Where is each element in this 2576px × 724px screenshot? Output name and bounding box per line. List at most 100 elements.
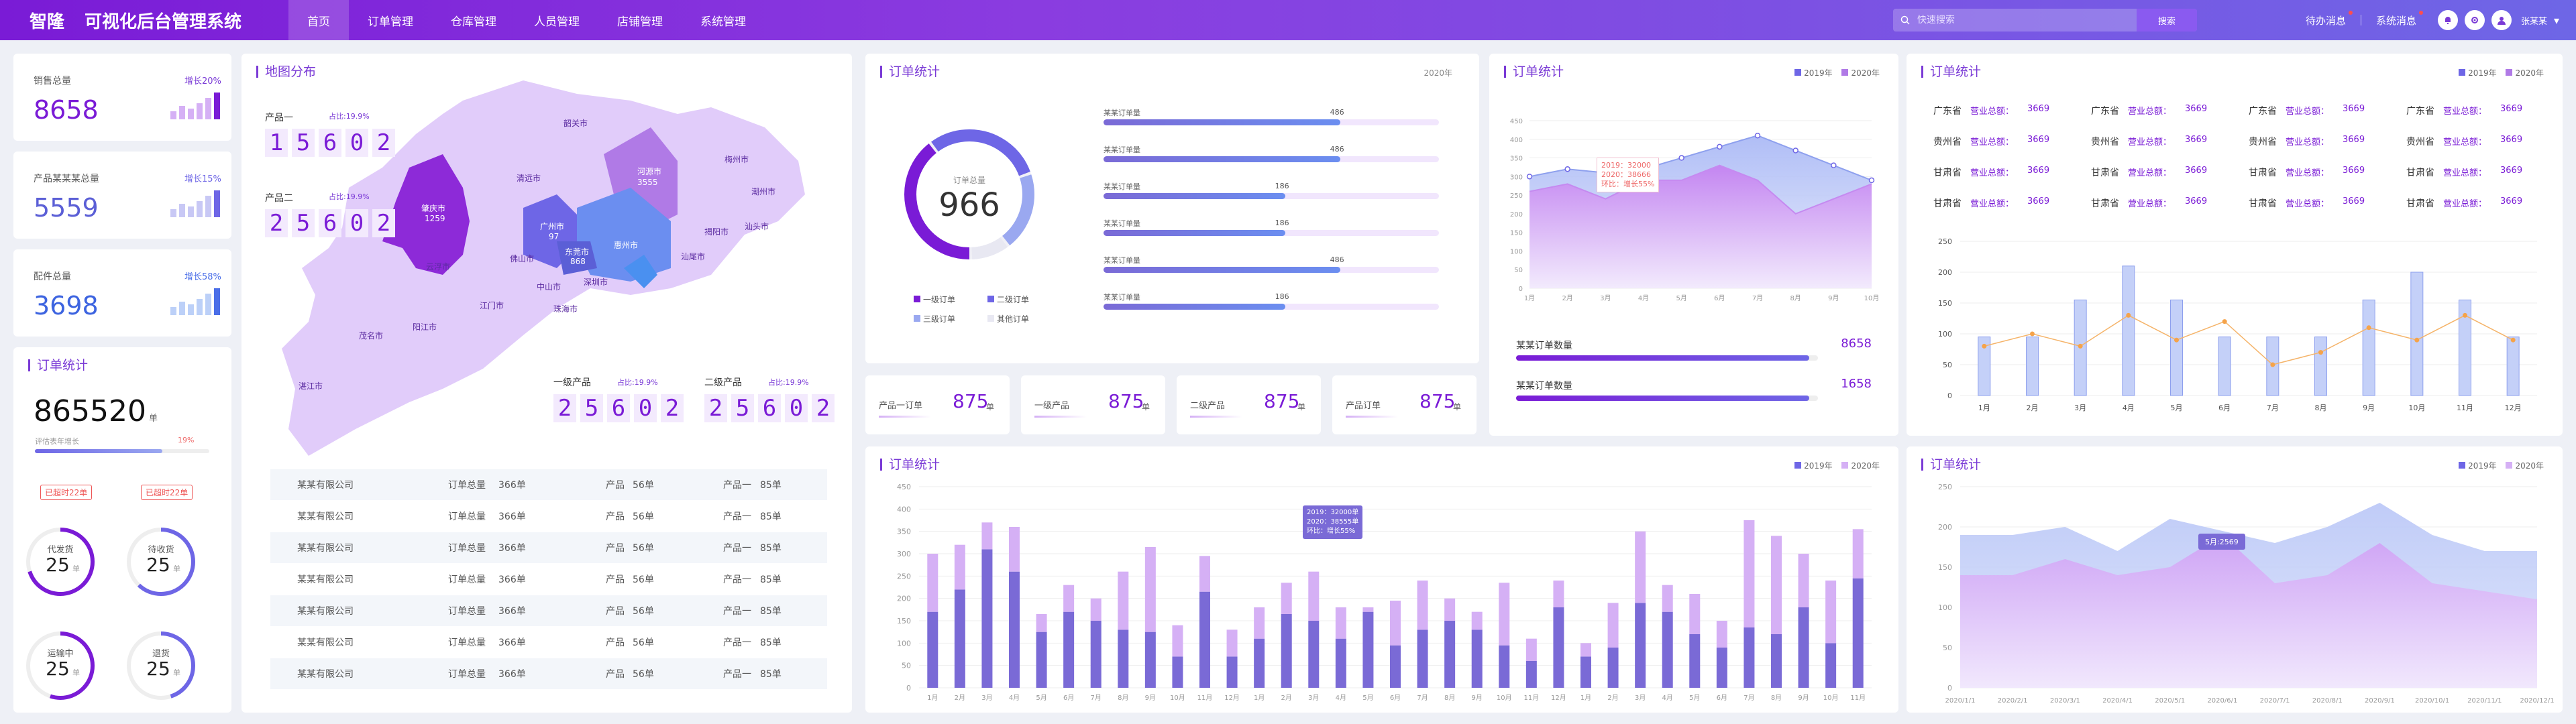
nav-stores[interactable]: 店铺管理 [617,15,663,29]
order-total-value: 865520 [34,394,146,428]
region-huizhou[interactable] [577,188,671,282]
bar-2020 [1118,571,1129,630]
bar-value: 486 [1330,255,1344,264]
nav-home[interactable]: 首页 [288,0,349,40]
region-sales-value: 3669 [2027,104,2050,114]
x-tick: 10月 [1170,694,1185,702]
region-zhaoqing[interactable] [382,154,470,275]
product-card-unit: 单 [1142,402,1150,412]
kpi-value: 5559 [34,193,99,223]
bar-2019 [1335,638,1346,688]
product-value: 56单 [633,511,654,522]
product-two-digits: 2 5 6 0 2 [265,209,395,237]
system-messages[interactable]: 系统消息 [2361,10,2431,27]
x-tick: 5月 [1036,694,1046,702]
x-tick: 6月 [1390,694,1401,702]
region-sales-value: 3669 [2343,135,2365,145]
x-tick: 3月 [1308,694,1319,702]
system-messages-label: 系统消息 [2376,14,2417,27]
legend-swatch [1794,69,1802,76]
product-card-unit: 单 [1453,402,1462,412]
bar-2019 [1063,611,1075,688]
city-value: 3555 [637,178,658,187]
x-tick: 2月 [1562,294,1572,302]
notification-dot [2349,10,2353,15]
avatar[interactable] [2491,10,2512,30]
summary-progress [1516,355,1818,361]
bar-2019 [981,549,993,688]
bar-2019 [1226,656,1238,688]
city-label: 韶关市 [564,118,588,128]
bell-icon[interactable] [2438,10,2458,30]
bar-2020 [1771,536,1782,634]
product-card-value: 875 [1419,390,1456,412]
bar-track [1104,119,1439,125]
x-tick: 9月 [1472,694,1483,702]
x-tick: 2020/9/1 [2365,697,2395,705]
product-one-value: 85单 [760,606,782,617]
nav-orders[interactable]: 订单管理 [368,15,413,29]
city-label: 汕尾市 [681,251,705,261]
region-name: 广东省 [2091,106,2119,117]
user-name[interactable]: 张某某 [2521,16,2548,27]
city-label: 梅州市 [724,154,749,164]
y-tick: 100 [1938,603,1952,612]
order-bars: 某某订单量 486 某某订单量 486 某某订单量 186 某某订单量 186 某某订单量 486… [1104,107,1446,335]
card-underline [1034,416,1087,418]
x-tick: 6月 [2218,404,2231,412]
todo-messages[interactable]: 待办消息 [2291,10,2361,27]
nav-staff[interactable]: 人员管理 [534,15,580,29]
settings-icon[interactable] [2465,10,2485,30]
y-tick: 0 [906,684,911,692]
x-tick: 9月 [2363,404,2375,412]
x-tick: 10月 [1497,694,1512,702]
legend-label: 2019年 [1804,68,1833,78]
ring-unit: 单 [173,564,180,573]
trend-point [2366,325,2371,330]
x-tick: 8月 [1771,694,1782,702]
summary-progress-fill [1516,396,1809,401]
product-two-label: 产品二 [265,193,293,204]
search-button[interactable]: 搜索 [2137,9,2197,32]
chart-legend: 2019年 2020年 [2459,67,2544,78]
region-dongguan[interactable] [557,241,597,275]
bar-2019 [1607,648,1619,688]
bar-chart-panel: 订单统计 2019年 2020年 0 50 100 150 200 250 300 350 40… [865,446,1898,713]
region-name: 甘肃省 [2406,168,2434,178]
chevron-down-icon[interactable]: ▾ [2554,13,2560,27]
order-total-unit: 单 [148,414,158,424]
x-tick: 8月 [1790,294,1801,302]
product-one-label: 产品一 [723,638,751,648]
product-one-label: 产品一 [723,606,751,617]
region-sales-label: 营业总额： [2286,107,2330,117]
bar-2020 [1362,607,1374,612]
bar [2459,299,2471,396]
bar-2019 [1199,591,1210,688]
level-two-product-digits: 2 5 6 0 2 [704,394,835,422]
search-input[interactable] [1917,15,2137,25]
bar-label: 某某订单量 [1104,109,1140,117]
x-tick: 6月 [1717,694,1727,702]
y-tick: 0 [1519,286,1523,293]
table-row: 某某有限公司 订单总量 366单 产品 56单 产品一 85单 [270,595,827,626]
x-tick: 2020/3/1 [2050,697,2080,705]
x-tick: 11月 [1850,694,1866,702]
region-sales-value: 3669 [2500,135,2523,145]
legend-swatch [2506,69,2513,76]
panel-title: 订单统计 [880,459,940,471]
x-tick: 6月 [1063,694,1074,702]
bar-label: 某某订单量 [1104,182,1140,191]
x-tick: 11月 [2457,404,2473,412]
product-card: 产品一订单 875 单 [865,375,1010,434]
data-point [1831,162,1837,168]
x-tick: 2020/6/1 [2207,697,2237,705]
donut-center-label: 订单总量 [953,176,985,185]
spark-bar [188,206,194,217]
donut-slice [904,129,1034,259]
region-shenzhen[interactable] [624,255,657,288]
table-row: 某某有限公司 订单总量 366单 产品 56单 产品一 85单 [270,564,827,595]
product-label: 产品 [606,575,625,585]
nav-warehouse[interactable]: 仓库管理 [451,15,496,29]
nav-system[interactable]: 系统管理 [700,15,746,29]
product-label: 产品 [606,638,625,648]
